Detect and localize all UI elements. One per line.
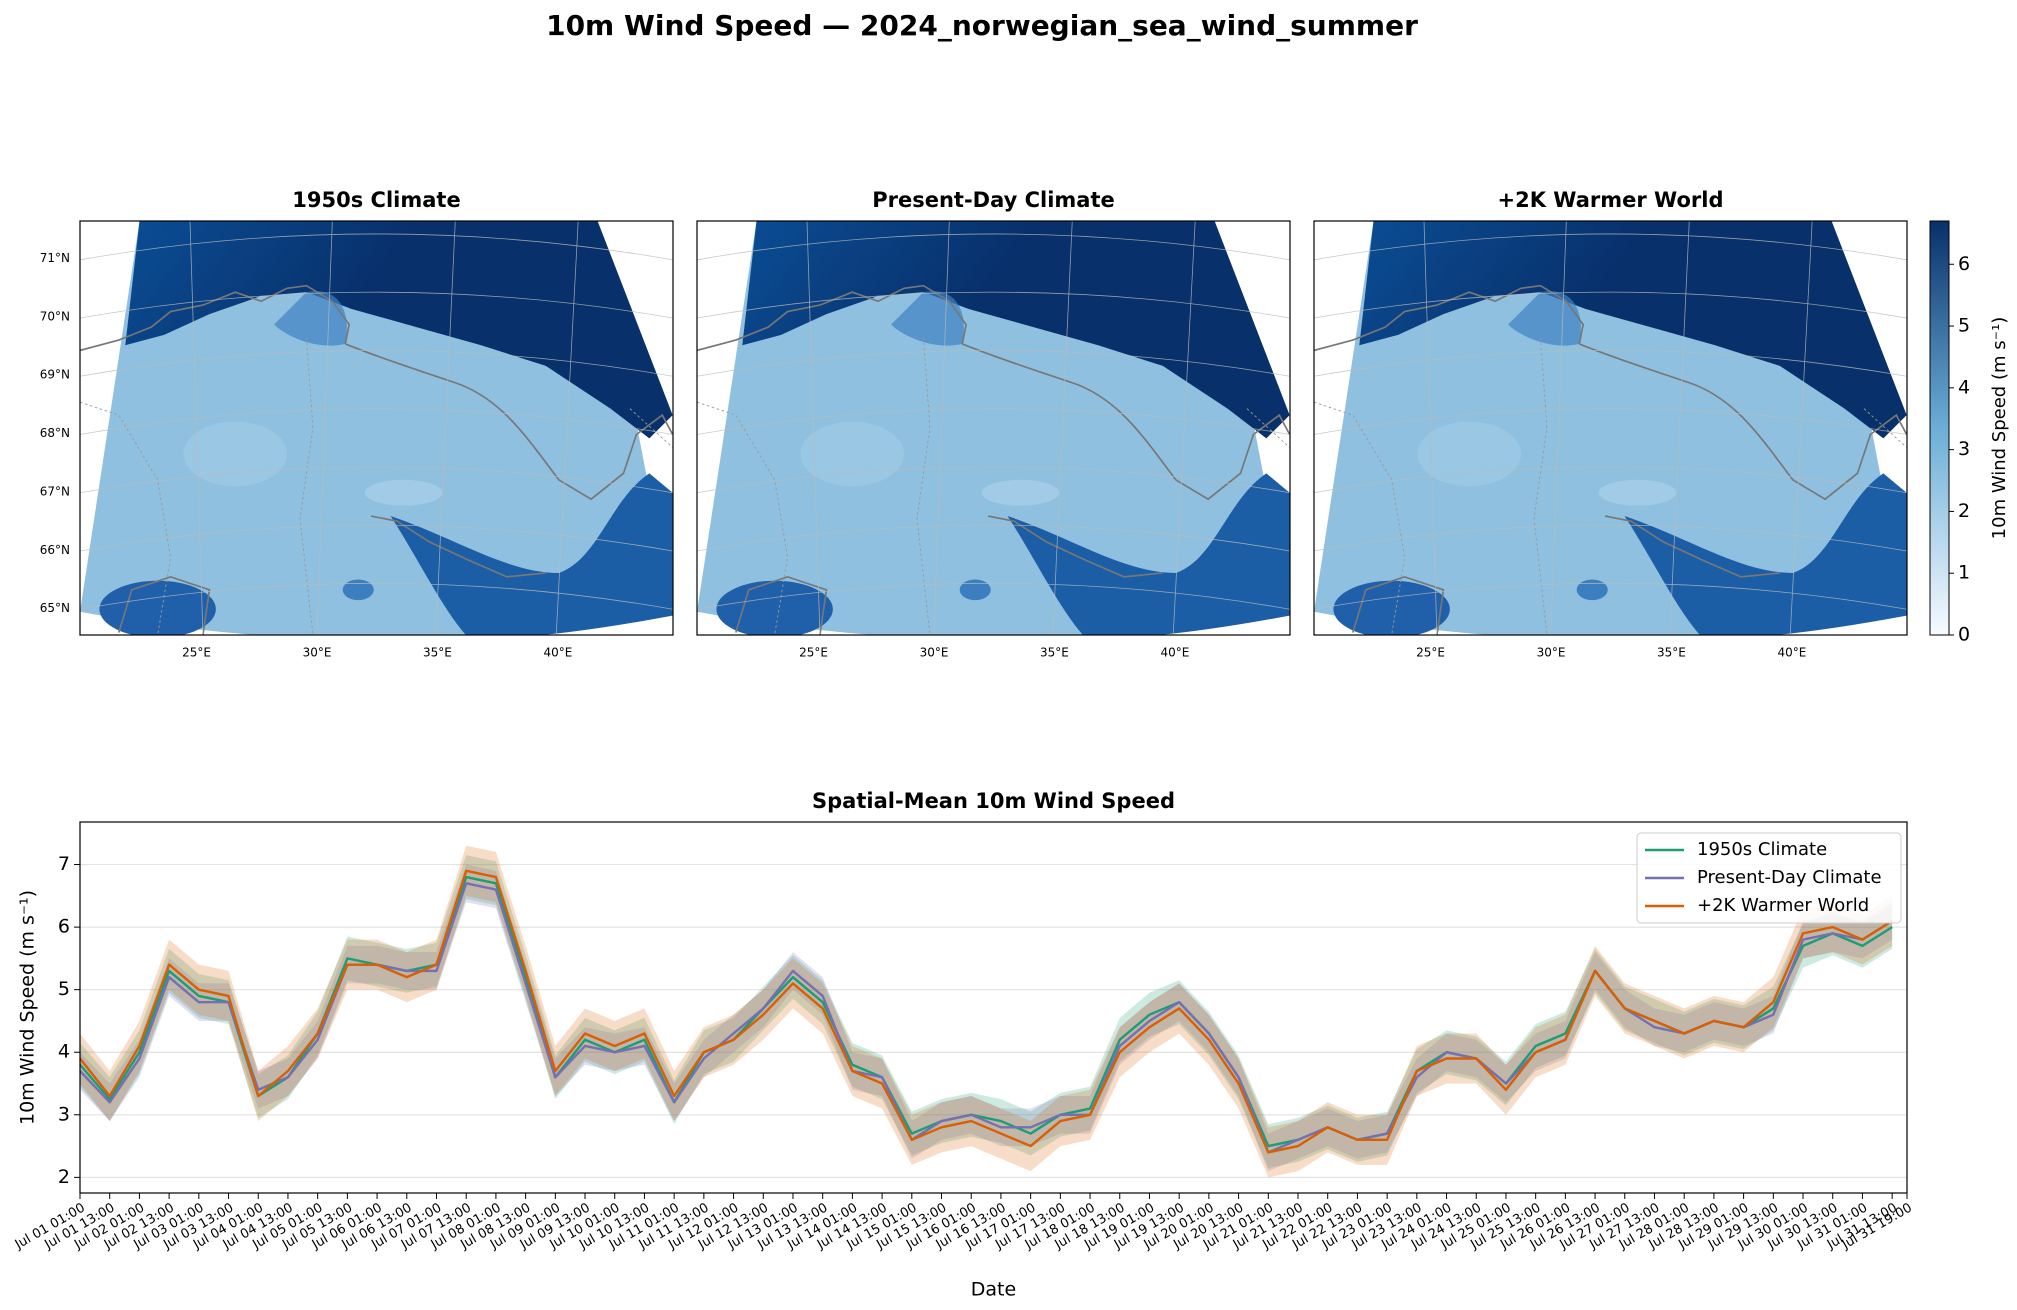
axes-frame — [79, 821, 1908, 1194]
lon-label: 30°E — [920, 646, 949, 660]
colorbar-tick-label: 5 — [1958, 315, 1970, 337]
colorbar-tick-label: 4 — [1958, 376, 1970, 398]
lat-label: 68°N — [40, 426, 70, 440]
lon-label: 40°E — [1777, 646, 1806, 660]
lon-label: 30°E — [303, 646, 332, 660]
lat-label: 69°N — [40, 368, 70, 382]
colorbar — [1929, 220, 1950, 636]
y-tick-label: 3 — [58, 1103, 70, 1125]
lon-label: 35°E — [423, 646, 452, 660]
y-axis-label: 10m Wind Speed (m s⁻¹) — [17, 890, 39, 1125]
axes-title: Spatial-Mean 10m Wind Speed — [812, 789, 1175, 813]
y-tick-label: 6 — [58, 916, 70, 938]
uncertainty-band — [80, 855, 1893, 1168]
map-frame — [1313, 220, 1908, 636]
map-title: +2K Warmer World — [1498, 188, 1724, 212]
colorbar-tick-label: 2 — [1958, 500, 1970, 522]
lat-label: 71°N — [40, 251, 70, 265]
legend-label: +2K Warmer World — [1697, 895, 1869, 916]
lon-label: 25°E — [1416, 646, 1445, 660]
figure-title: 10m Wind Speed — 2024_norwegian_sea_wind… — [546, 9, 1418, 42]
legend-box — [1636, 832, 1902, 924]
lat-label: 66°N — [40, 543, 70, 557]
map-image — [697, 221, 1290, 640]
y-tick-label: 2 — [58, 1166, 70, 1188]
lat-label: 65°N — [40, 601, 70, 615]
lon-label: 40°E — [543, 646, 572, 660]
colorbar-tick-label: 1 — [1958, 562, 1970, 584]
lon-label: 40°E — [1160, 646, 1189, 660]
lat-label: 70°N — [40, 309, 70, 323]
uncertainty-band — [80, 864, 1893, 1172]
lon-label: 25°E — [799, 646, 828, 660]
map-title: 1950s Climate — [292, 188, 460, 212]
y-tick-label: 7 — [58, 853, 70, 875]
y-tick-label: 4 — [58, 1041, 70, 1063]
map-image — [80, 221, 673, 640]
legend-label: Present-Day Climate — [1697, 867, 1882, 888]
lon-label: 25°E — [182, 646, 211, 660]
colorbar-tick-label: 3 — [1958, 438, 1970, 460]
map-frame — [79, 220, 674, 636]
x-axis-label: Date — [971, 1279, 1016, 1301]
y-tick-label: 5 — [58, 978, 70, 1000]
legend-label: 1950s Climate — [1697, 839, 1827, 860]
colorbar-tick-label: 6 — [1958, 253, 1970, 275]
colorbar-tick-label: 0 — [1958, 624, 1970, 646]
lon-label: 35°E — [1040, 646, 1069, 660]
lat-label: 67°N — [40, 484, 70, 498]
lon-label: 35°E — [1657, 646, 1686, 660]
colorbar-label: 10m Wind Speed (m s⁻¹) — [1989, 317, 2010, 540]
series-line — [79, 869, 1893, 1154]
map-title: Present-Day Climate — [872, 188, 1115, 212]
map-frame — [696, 220, 1291, 636]
uncertainty-band — [80, 845, 1893, 1178]
map-image — [1314, 221, 1907, 640]
lon-label: 30°E — [1537, 646, 1566, 660]
